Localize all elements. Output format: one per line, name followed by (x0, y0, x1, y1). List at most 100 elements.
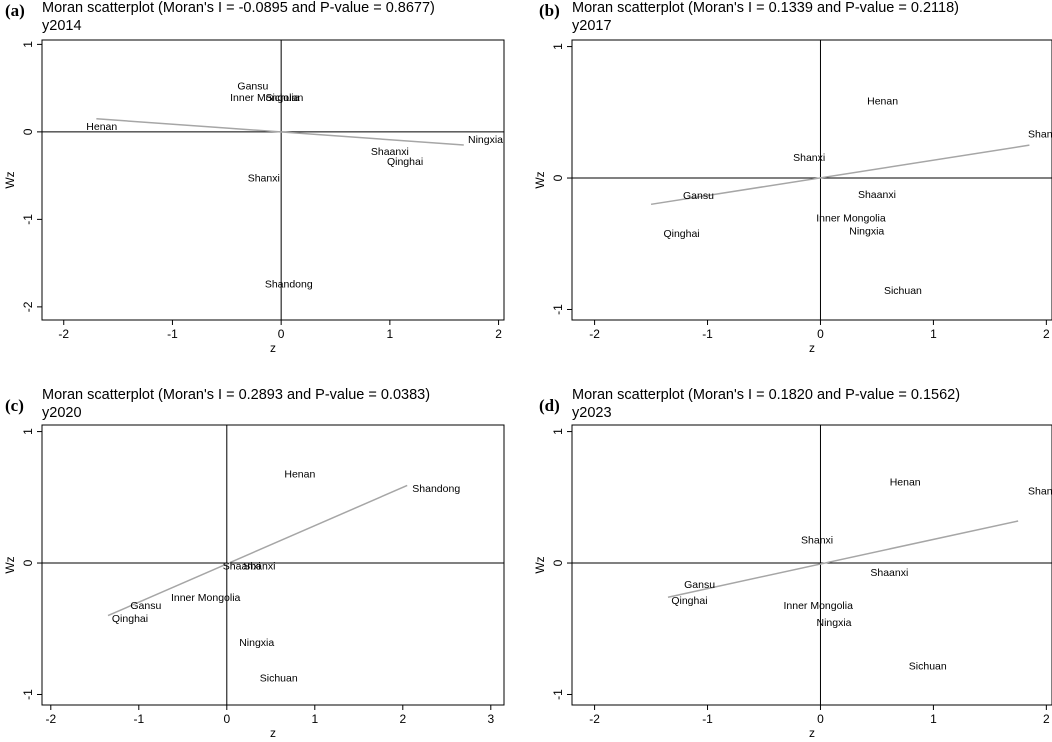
point-label: Gansu (237, 81, 268, 93)
point-label: Shanxi (243, 561, 275, 573)
y-tick-label: 0 (551, 559, 565, 566)
point-label: Henan (284, 469, 315, 481)
x-tick-label: 0 (817, 712, 824, 726)
chart-subtitle: y2023 (572, 405, 612, 421)
chart-title: Moran scatterplot (Moran's I = 0.2893 an… (42, 387, 431, 403)
point-label: Ningxia (239, 637, 274, 649)
plot-frame (41, 39, 505, 321)
point-label: Henan (867, 95, 898, 107)
point-label: Shaanxi (870, 567, 908, 579)
chart-title: Moran scatterplot (Moran's I = 0.1820 an… (572, 387, 961, 403)
y-tick-label: 1 (21, 41, 35, 48)
x-tick-label: -1 (702, 327, 713, 341)
x-tick-label: 1 (930, 712, 937, 726)
y-tick-label: -1 (551, 689, 565, 700)
y-tick-label: -2 (21, 301, 35, 312)
point-label: Gansu (683, 190, 714, 202)
point-label: Shandong (265, 278, 313, 290)
chart-panel-c: -2 -1 0 1 2 3 -1 0 1 z Wz Henan Shandong Shaanxi Shanx… (0, 371, 526, 742)
y-axis-title: Wz (533, 556, 547, 573)
y-tick-label: 0 (551, 174, 565, 181)
point-label: Qinghai (663, 228, 699, 240)
point-label: Shanxi (793, 152, 825, 164)
point-label: Inner Mongolia (230, 92, 300, 104)
point-label: Henan (890, 477, 921, 489)
x-tick-label: 0 (278, 327, 285, 341)
point-label: Gansu (684, 579, 715, 591)
chart-title: Moran scatterplot (Moran's I = -0.0895 a… (42, 0, 435, 16)
x-tick-label: 2 (1043, 712, 1050, 726)
x-tick-label: -2 (45, 712, 56, 726)
y-axis-title: Wz (533, 171, 547, 188)
x-tick-label: 0 (817, 327, 824, 341)
y-tick-label: -1 (551, 304, 565, 315)
panel-label: (c) (5, 396, 24, 415)
chart-subtitle: y2014 (42, 18, 82, 34)
y-axis-title: Wz (3, 556, 17, 573)
y-tick-label: 1 (551, 428, 565, 435)
x-tick-label: -1 (702, 712, 713, 726)
chart-subtitle: y2020 (42, 405, 82, 421)
plot-frame (571, 39, 1052, 321)
x-axis-title: z (270, 726, 276, 740)
panel-label: (d) (539, 396, 560, 415)
plot-svg: -2 -1 0 1 2 3 -1 0 1 z Wz Henan Shandong ShaanxiShanx… (3, 424, 505, 740)
point-label: Inner Mongolia (783, 600, 853, 612)
point-label: Shanxi (801, 534, 833, 546)
x-tick-label: 0 (223, 712, 230, 726)
x-axis-title: z (270, 341, 276, 355)
x-tick-label: -1 (133, 712, 144, 726)
chart-subtitle: y2017 (572, 18, 612, 34)
y-axis-title: Wz (3, 171, 17, 188)
fit-line (667, 520, 1019, 598)
y-tick-label: 1 (551, 43, 565, 50)
panel-label: (a) (5, 1, 25, 20)
panel-label: (b) (539, 1, 560, 20)
point-label: Qinghai (112, 613, 148, 625)
x-tick-label: 1 (387, 327, 394, 341)
x-tick-label: 2 (399, 712, 406, 726)
point-label: Inner Mongolia (816, 212, 886, 224)
chart-panel-b: -2 -1 0 1 2 -1 0 1 z Wz Henan Shandong Shanxi Gansu Sh… (526, 0, 1052, 371)
y-tick-label: 0 (21, 128, 35, 135)
x-tick-label: -1 (167, 327, 178, 341)
point-label: Sichuan (909, 661, 947, 673)
x-tick-label: 2 (1043, 327, 1050, 341)
point-label: Inner Mongolia (171, 592, 241, 604)
x-tick-label: 2 (495, 327, 502, 341)
x-tick-label: 1 (930, 327, 937, 341)
point-label: Shandong (1028, 486, 1052, 498)
x-tick-label: -2 (589, 327, 600, 341)
y-tick-label: 0 (21, 559, 35, 566)
point-label: Shaanxi (223, 561, 261, 573)
plot-frame (571, 424, 1052, 706)
point-label: Qinghai (387, 156, 423, 168)
x-axis-title: z (809, 726, 815, 740)
point-label: Sichuan (884, 285, 922, 297)
point-label: Shandong (1028, 128, 1052, 140)
point-label: Ningxia (468, 134, 503, 146)
point-label: Ningxia (849, 226, 884, 238)
x-tick-label: -2 (58, 327, 69, 341)
y-tick-label: 1 (21, 428, 35, 435)
x-tick-label: 3 (487, 712, 494, 726)
point-label: Sichuan (260, 672, 298, 684)
chart-panel-d: -2 -1 0 1 2 -1 0 1 z Wz Henan Shandong Shanxi Shaanxi… (526, 371, 1052, 742)
x-tick-label: 1 (311, 712, 318, 726)
fit-line (96, 118, 464, 146)
chart-title: Moran scatterplot (Moran's I = 0.1339 an… (572, 0, 959, 16)
point-label: Gansu (130, 600, 161, 612)
point-label: Ningxia (817, 617, 852, 629)
fit-line (107, 484, 408, 617)
y-tick-label: -1 (21, 689, 35, 700)
plot-svg: -2 -1 0 1 2 -1 0 1 z Wz Henan Shandong Shanxi Shaanxi… (533, 424, 1052, 740)
point-label: Qinghai (671, 595, 707, 607)
point-label: Shanxi (248, 172, 280, 184)
point-label: Shaanxi (371, 146, 409, 158)
x-axis-title: z (809, 341, 815, 355)
y-tick-label: -1 (21, 214, 35, 225)
point-label: Shaanxi (858, 189, 896, 201)
fit-line (650, 144, 1030, 206)
plot-frame (41, 424, 505, 706)
